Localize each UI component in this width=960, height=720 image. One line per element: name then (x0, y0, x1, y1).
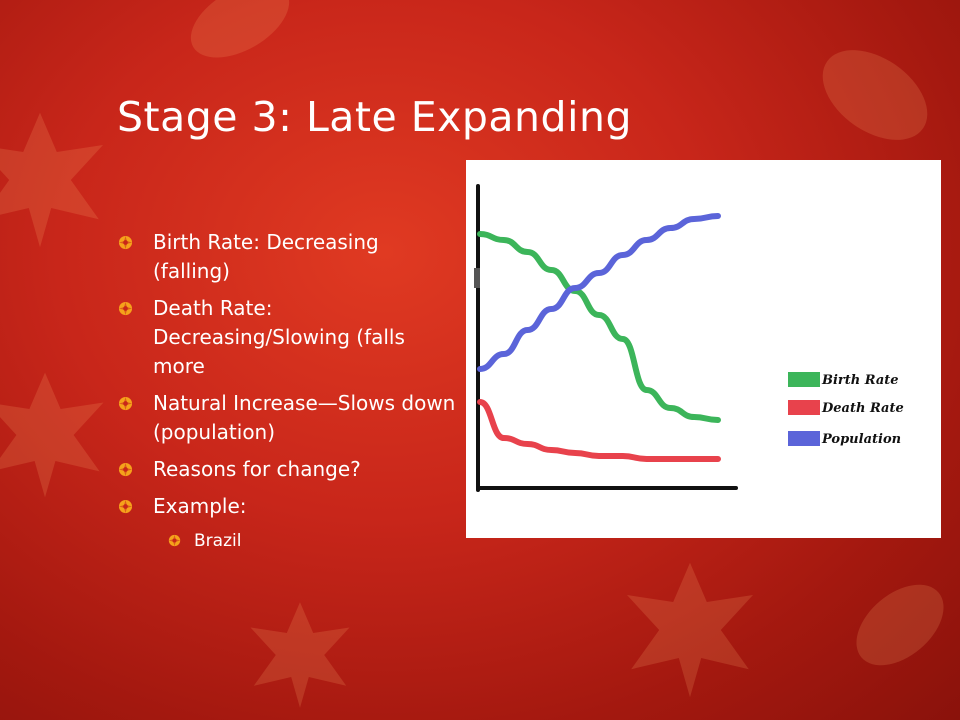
population-line (477, 213, 721, 372)
legend-label-death-rate: Death Rate (821, 401, 904, 416)
legend-swatch-birth-rate (788, 372, 820, 387)
bullet-text: Reasons for change? (153, 457, 361, 481)
legend-swatch-death-rate (788, 400, 820, 415)
bullet-text: Natural Increase—Slows down (population) (153, 391, 456, 444)
birth-rate-line (477, 231, 721, 423)
bullet-item: Birth Rate: Decreasing (falling) (117, 228, 462, 286)
leaf-decoration-icon (856, 584, 944, 666)
legend-label-population: Population (821, 432, 901, 447)
leaf-decoration-icon (190, 0, 290, 58)
bullet-list: Birth Rate: Decreasing (falling) Death R… (117, 228, 462, 561)
leaf-decoration-icon (0, 112, 103, 248)
bullet-text: Birth Rate: Decreasing (falling) (153, 230, 379, 283)
pinwheel-bullet-icon (118, 235, 133, 250)
bullet-text: Death Rate: Decreasing/Slowing (falls mo… (153, 296, 405, 378)
pinwheel-bullet-icon (118, 499, 133, 514)
pinwheel-bullet-icon (118, 462, 133, 477)
pinwheel-bullet-icon (118, 396, 133, 411)
chart-panel: Birth Rate Death Rate Population (466, 160, 941, 538)
sub-bullet-item: Brazil (167, 529, 462, 553)
bullet-item: Example: (117, 492, 462, 521)
sub-bullet-text: Brazil (194, 531, 242, 551)
death-rate-line (477, 399, 721, 462)
leaf-decoration-icon (627, 562, 753, 698)
leaf-decoration-icon (0, 372, 104, 498)
line-chart: Birth Rate Death Rate Population (474, 184, 904, 492)
pinwheel-bullet-icon (118, 301, 133, 316)
bullet-item: Natural Increase—Slows down (population) (117, 389, 462, 447)
bullet-item: Reasons for change? (117, 455, 462, 484)
legend-label-birth-rate: Birth Rate (821, 373, 899, 388)
slide-title: Stage 3: Late Expanding (117, 93, 632, 141)
bullet-text: Example: (153, 494, 247, 518)
leaf-decoration-icon (250, 602, 350, 708)
y-axis-tick (474, 268, 480, 288)
legend-swatch-population (788, 431, 820, 446)
bullet-item: Death Rate: Decreasing/Slowing (falls mo… (117, 294, 462, 381)
leaf-decoration-icon (822, 50, 928, 140)
pinwheel-bullet-icon (168, 534, 181, 547)
